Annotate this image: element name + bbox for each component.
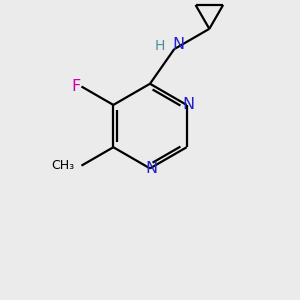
Text: N: N	[172, 37, 185, 52]
Text: CH₃: CH₃	[52, 159, 75, 172]
Text: F: F	[72, 79, 81, 94]
Text: H: H	[155, 39, 166, 53]
Text: N: N	[182, 98, 195, 112]
Text: N: N	[146, 161, 158, 176]
